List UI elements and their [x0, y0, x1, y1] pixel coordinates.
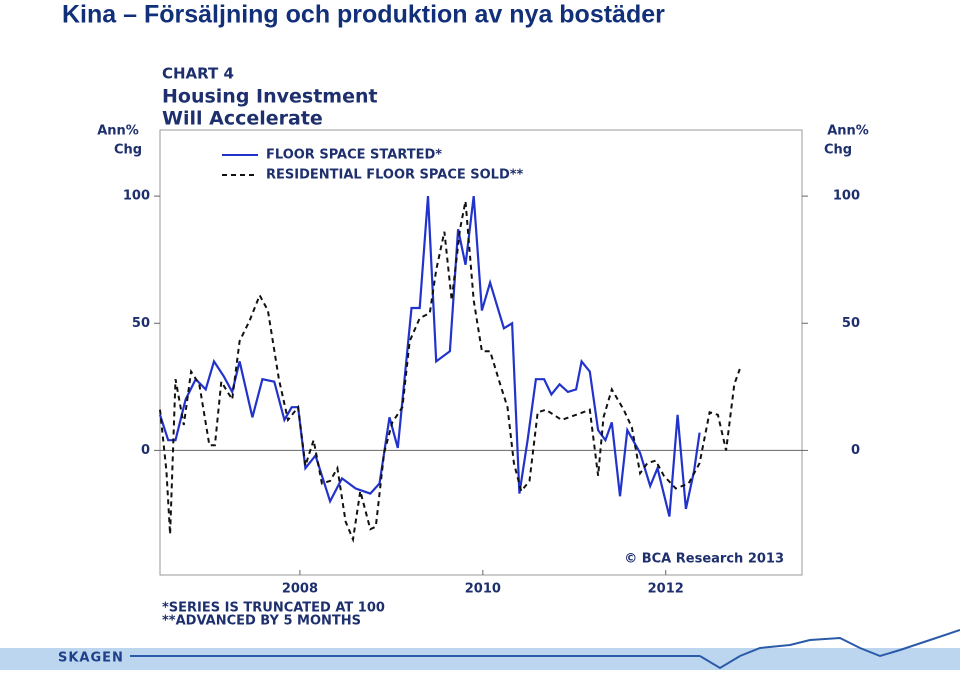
y-axis-label: Ann% — [97, 124, 139, 139]
x-tick-label: 2012 — [648, 582, 684, 597]
y2-tick-label: 0 — [851, 443, 860, 458]
footer-logo: SKAGEN — [58, 651, 124, 666]
legend-label: FLOOR SPACE STARTED* — [266, 148, 442, 163]
y2-axis-label: Chg — [824, 143, 852, 158]
footer-band — [0, 648, 960, 670]
footnote: **ADVANCED BY 5 MONTHS — [162, 614, 361, 629]
series-line — [158, 195, 701, 517]
plot-frame — [159, 129, 803, 576]
chart-subtitle: Will Accelerate — [162, 108, 323, 130]
series-line — [159, 201, 741, 544]
x-tick-label: 2008 — [282, 582, 318, 597]
y-axis-label: Chg — [114, 143, 142, 158]
chart-title: Housing Investment — [162, 86, 378, 108]
slide-title: Kina – Försäljning och produktion av nya… — [62, 1, 665, 29]
credit: © BCA Research 2013 — [624, 552, 784, 567]
y-tick-label: 100 — [123, 189, 150, 204]
y-tick-label: 0 — [141, 443, 150, 458]
footer-wave — [699, 629, 960, 670]
y2-axis-label: Ann% — [827, 124, 869, 139]
y-tick-label: 50 — [132, 316, 150, 331]
y2-tick-label: 100 — [833, 189, 860, 204]
chart-label: CHART 4 — [162, 65, 234, 83]
legend-label: RESIDENTIAL FLOOR SPACE SOLD** — [266, 168, 524, 183]
x-tick-label: 2010 — [465, 582, 501, 597]
y2-tick-label: 50 — [842, 316, 860, 331]
footnote: *SERIES IS TRUNCATED AT 100 — [162, 601, 385, 616]
